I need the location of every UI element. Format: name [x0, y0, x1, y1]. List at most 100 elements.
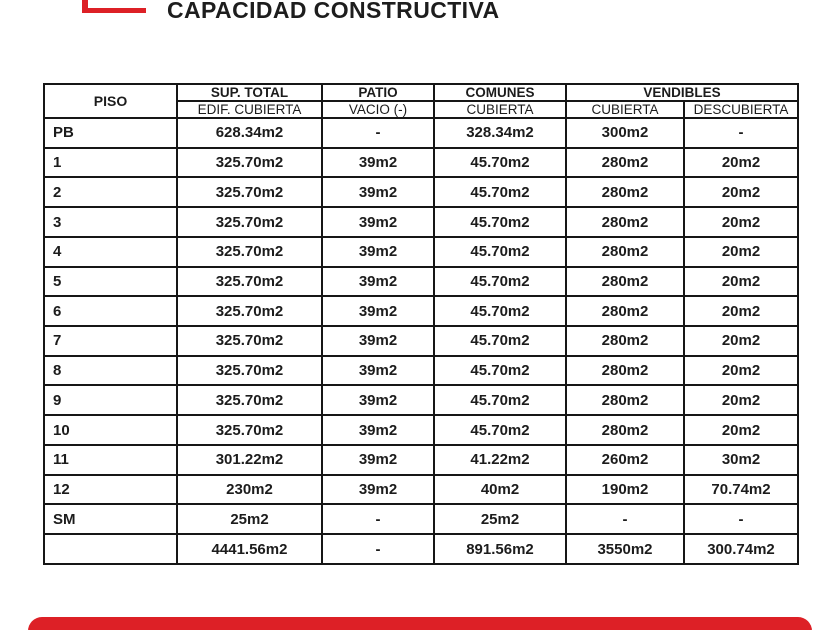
cell-value: 20m2: [682, 235, 800, 268]
cell-value: 325.70m2: [176, 325, 323, 357]
cell-value: -: [321, 117, 435, 149]
cell-value: 45.70m2: [433, 295, 567, 328]
cell-value: 4441.56m2: [176, 533, 323, 565]
table-row: 6 325.70m2 39m2 45.70m2 280m2 20m2: [43, 295, 800, 328]
capacity-table: PISO SUP. TOTAL PATIO COMUNES VENDIBLES …: [43, 83, 800, 565]
cell-value: 628.34m2: [176, 117, 323, 149]
col-subheader-vacio: VACIO (-): [321, 100, 435, 119]
table-row: 1 325.70m2 39m2 45.70m2 280m2 20m2: [43, 146, 800, 179]
cell-value: 45.70m2: [433, 235, 567, 268]
cell-value: 45.70m2: [433, 176, 567, 209]
cell-value: 39m2: [321, 443, 435, 476]
row-label: 12: [43, 473, 178, 506]
cell-value: 325.70m2: [176, 146, 323, 179]
cell-value: 39m2: [321, 206, 435, 238]
cell-value: -: [682, 503, 800, 536]
cell-value: 280m2: [565, 295, 685, 328]
table-row: 9 325.70m2 39m2 45.70m2 280m2 20m2: [43, 384, 800, 417]
cell-value: 280m2: [565, 176, 685, 209]
col-header-vendibles: VENDIBLES: [564, 83, 800, 102]
cell-value: 280m2: [565, 235, 685, 268]
row-label: 9: [43, 384, 178, 417]
page-title: CAPACIDAD CONSTRUCTIVA: [167, 0, 500, 23]
cell-value: -: [321, 533, 435, 565]
cell-value: 280m2: [565, 384, 685, 417]
cell-value: 325.70m2: [176, 206, 323, 238]
cell-value: 20m2: [682, 354, 800, 387]
cell-value: 39m2: [321, 325, 435, 357]
col-subheader-comunes-cubierta: CUBIERTA: [433, 100, 567, 119]
cell-value: 45.70m2: [433, 146, 567, 179]
cell-value: 230m2: [176, 473, 323, 506]
cell-value: 301.22m2: [176, 443, 323, 476]
row-label: SM: [43, 503, 178, 536]
cell-value: 39m2: [321, 473, 435, 506]
cell-value: 325.70m2: [176, 295, 323, 328]
cell-value: 280m2: [565, 265, 685, 298]
row-label: 2: [43, 176, 178, 209]
row-label: 7: [43, 325, 178, 357]
cell-value: 280m2: [565, 325, 685, 357]
cell-value: 45.70m2: [433, 325, 567, 357]
cell-value: 20m2: [682, 414, 800, 446]
row-label: 11: [43, 443, 178, 476]
cell-value: 325.70m2: [176, 176, 323, 209]
cell-value: 39m2: [321, 265, 435, 298]
row-label: 6: [43, 295, 178, 328]
table-row: 11 301.22m2 39m2 41.22m2 260m2 30m2: [43, 443, 800, 476]
cell-value: 45.70m2: [433, 414, 567, 446]
cell-value: 39m2: [321, 384, 435, 417]
row-label: 10: [43, 414, 178, 446]
table-row: 10 325.70m2 39m2 45.70m2 280m2 20m2: [43, 414, 800, 446]
table-row: SM 25m2-25m2- -: [43, 503, 800, 536]
table-row: 3 325.70m2 39m2 45.70m2 280m2 20m2: [43, 206, 800, 238]
cell-value: 39m2: [321, 176, 435, 209]
cell-value: 20m2: [682, 176, 800, 209]
cell-value: -: [321, 503, 435, 536]
cell-value: 39m2: [321, 146, 435, 179]
cell-value: 280m2: [565, 146, 685, 179]
col-header-comunes: COMUNES: [433, 83, 567, 102]
cell-value: 39m2: [321, 354, 435, 387]
header-row-sublabels: EDIF. CUBIERTA VACIO (-) CUBIERTA CUBIER…: [44, 100, 800, 119]
table-row: 8 325.70m2 39m2 45.70m2 280m2 20m2: [43, 354, 800, 387]
cell-value: 325.70m2: [176, 384, 323, 417]
bottom-red-banner: [28, 617, 812, 630]
cell-value: 70.74m2: [682, 473, 800, 506]
col-header-patio: PATIO: [321, 83, 435, 102]
cell-value: 45.70m2: [433, 354, 567, 387]
cell-value: 25m2: [433, 503, 567, 536]
table-body: PB 628.34m2-328.34m2 300m2-1 325.70m2 39m2 45…: [43, 117, 800, 565]
row-label: 3: [43, 206, 178, 238]
cell-value: 39m2: [321, 235, 435, 268]
cell-value: 891.56m2: [433, 533, 567, 565]
cell-value: 39m2: [321, 295, 435, 328]
cell-value: 325.70m2: [176, 235, 323, 268]
cell-value: 25m2: [176, 503, 323, 536]
cell-value: 190m2: [565, 473, 685, 506]
cell-value: 45.70m2: [433, 384, 567, 417]
cell-value: 45.70m2: [433, 265, 567, 298]
cell-value: 325.70m2: [176, 414, 323, 446]
table-row: 12 230m2 39m2 40m2 190m2 70.74m2: [43, 473, 800, 506]
cell-value: 300.74m2: [682, 533, 800, 565]
cell-value: 325.70m2: [176, 354, 323, 387]
cell-value: 328.34m2: [433, 117, 567, 149]
row-label: 8: [43, 354, 178, 387]
cell-value: 280m2: [565, 354, 685, 387]
cell-value: 39m2: [321, 414, 435, 446]
row-label: 4: [43, 235, 178, 268]
col-subheader-edif-cubierta: EDIF. CUBIERTA: [176, 100, 323, 119]
cell-value: 20m2: [682, 295, 800, 328]
logo-corner-mark: [82, 0, 146, 13]
cell-value: 20m2: [682, 384, 800, 417]
cell-value: 280m2: [565, 206, 685, 238]
col-header-sup-total: SUP. TOTAL: [176, 83, 323, 102]
row-label: 5: [43, 265, 178, 298]
cell-value: 30m2: [682, 443, 800, 476]
col-subheader-vendibles-cubierta: CUBIERTA: [565, 100, 685, 119]
cell-value: 20m2: [682, 265, 800, 298]
header-row-groups: PISO SUP. TOTAL PATIO COMUNES VENDIBLES: [43, 83, 800, 119]
cell-value: -: [682, 117, 800, 149]
